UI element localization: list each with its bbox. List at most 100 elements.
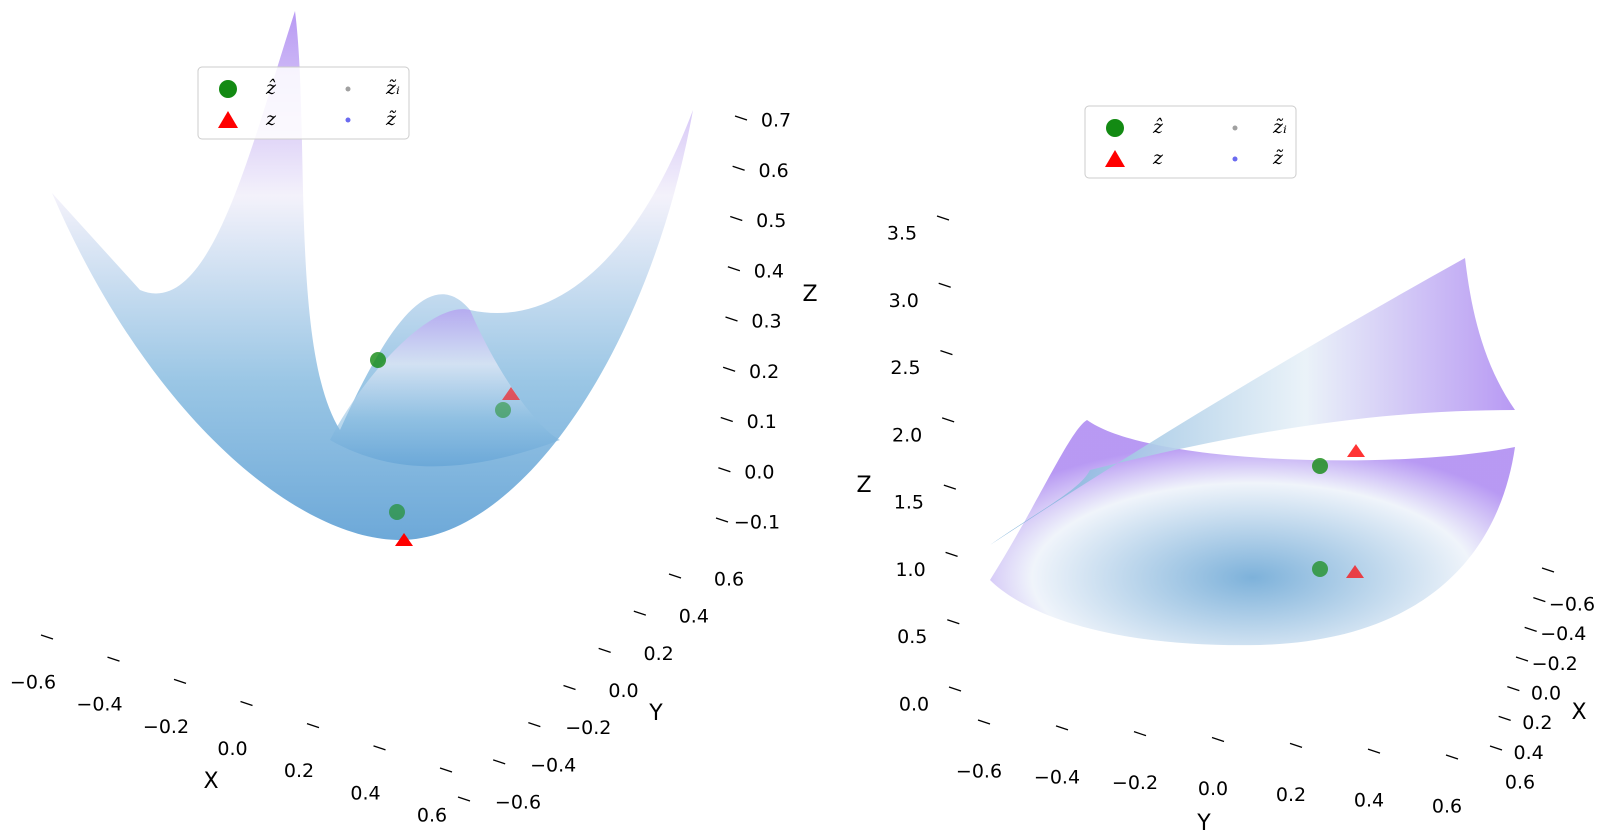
y-tick	[457, 796, 471, 802]
y-tick-label: −0.6	[495, 792, 541, 814]
y-tick-label: 0.4	[679, 606, 709, 628]
x-tick-label: −0.6	[1549, 594, 1595, 616]
x-tick-label: −0.6	[10, 672, 56, 694]
y-tick	[1133, 731, 1147, 737]
y-tick-label: −0.6	[956, 761, 1002, 783]
y-tick-label: 0.2	[1276, 784, 1306, 806]
legend: ẑz z̃ᵢ z̃	[197, 66, 410, 140]
x-tick-label: 0.2	[284, 760, 314, 782]
z-tick-label: 1.5	[894, 492, 924, 514]
x-tick	[173, 678, 187, 684]
y-tick	[1367, 748, 1381, 754]
surface	[330, 309, 560, 467]
x-tick	[240, 700, 253, 707]
legend-marker	[1232, 125, 1238, 131]
surface	[52, 11, 693, 540]
z-tick	[722, 366, 736, 372]
true-marker	[1347, 444, 1365, 457]
x-tick-label: 0.4	[350, 782, 380, 804]
y-tick-label: 0.0	[608, 680, 638, 702]
y-tick-label: −0.2	[1112, 772, 1158, 794]
legend-label: z̃	[385, 108, 397, 130]
true-marker	[1346, 565, 1364, 578]
z-tick-label: 0.5	[756, 210, 786, 232]
y-tick	[977, 719, 991, 725]
y-tick	[528, 722, 541, 728]
x-tick-label: −0.4	[76, 694, 122, 716]
y-tick-label: 0.6	[714, 569, 744, 591]
y-tick-label: 0.4	[1354, 790, 1384, 812]
z-tick	[718, 467, 731, 473]
x-tick	[1524, 626, 1537, 632]
y-tick-label: 0.0	[1198, 778, 1228, 800]
y-tick	[633, 610, 647, 616]
z-tick-label: 2.0	[892, 424, 922, 446]
z-tick	[940, 349, 953, 356]
z-tick-label: 0.1	[747, 411, 777, 433]
legend-box	[197, 66, 410, 140]
z-tick-label: 0.0	[744, 461, 774, 483]
z-tick-label: 0.2	[749, 361, 779, 383]
x-tick	[1541, 567, 1555, 573]
x-tick	[439, 767, 453, 773]
x-tick-label: 0.6	[417, 805, 447, 827]
x-tick	[1533, 597, 1546, 603]
z-tick	[727, 266, 741, 272]
z-tick	[945, 551, 958, 558]
y-tick-label: 0.6	[1432, 796, 1462, 818]
estimate-marker	[1312, 458, 1328, 474]
z-tick	[938, 282, 951, 288]
true-marker	[395, 533, 413, 546]
x-tick-label: 0.2	[1522, 712, 1552, 734]
z-tick-label: 0.0	[899, 694, 929, 716]
legend-marker	[1106, 119, 1124, 137]
x-tick-label: 0.4	[1514, 742, 1544, 764]
z-tick	[720, 416, 733, 423]
x-tick	[1489, 745, 1503, 751]
legend-label: ẑ	[265, 77, 277, 99]
y-tick	[1445, 754, 1459, 760]
y-axis-label: Y	[648, 701, 663, 726]
legend: ẑz z̃ᵢ z̃	[1084, 105, 1297, 179]
x-tick	[306, 723, 320, 729]
z-tick	[941, 417, 955, 423]
x-tick-label: 0.0	[1531, 683, 1561, 705]
x-tick-label: −0.2	[143, 716, 189, 738]
legend-label: z̃ᵢ	[385, 77, 400, 99]
x-tick	[1498, 715, 1511, 721]
legend-label: z̃	[1272, 147, 1284, 169]
true-marker	[502, 387, 520, 400]
legend-marker	[345, 86, 351, 92]
legend-label: z	[1152, 147, 1164, 169]
surface	[990, 258, 1515, 545]
x-tick-label: −0.2	[1532, 653, 1578, 675]
y-tick	[668, 573, 682, 579]
legend-marker	[1232, 156, 1238, 162]
x-axis-label: X	[1571, 700, 1586, 725]
surface	[990, 420, 1515, 646]
estimate-marker	[389, 504, 405, 520]
z-tick	[734, 115, 748, 121]
z-tick-label: −0.1	[734, 512, 780, 534]
z-tick	[947, 619, 960, 625]
x-axis-label: X	[203, 769, 218, 794]
z-tick	[730, 215, 743, 222]
x-tick-label: −0.4	[1540, 623, 1586, 645]
z-tick-label: 3.5	[887, 223, 917, 245]
x-tick-label: 0.0	[217, 738, 247, 760]
estimate-marker	[370, 352, 386, 368]
z-tick-label: 0.6	[759, 160, 789, 182]
z-tick-label: 0.5	[897, 626, 927, 648]
z-tick-label: 0.7	[761, 110, 791, 132]
y-tick	[492, 759, 506, 765]
x-tick	[107, 656, 120, 662]
x-tick-label: 0.6	[1505, 772, 1535, 794]
y-tick	[598, 647, 611, 653]
x-tick	[40, 634, 54, 640]
legend-marker	[219, 80, 237, 98]
legend-box	[1084, 105, 1297, 179]
z-tick-label: 0.3	[751, 311, 781, 333]
z-tick	[948, 686, 962, 692]
